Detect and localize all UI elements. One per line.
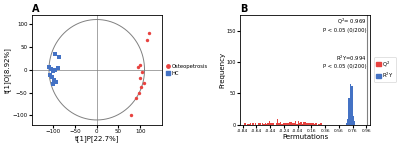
Point xyxy=(136,91,142,94)
Bar xyxy=(248,124,250,125)
Point xyxy=(135,66,141,69)
Bar xyxy=(296,124,298,125)
Bar xyxy=(318,124,320,125)
Bar xyxy=(273,123,274,125)
Point xyxy=(138,86,145,88)
Bar xyxy=(310,123,311,125)
Bar xyxy=(316,123,317,125)
Text: A: A xyxy=(32,4,39,14)
Bar xyxy=(282,123,284,125)
Legend: Q$^2$, R$^2$Y: Q$^2$, R$^2$Y xyxy=(374,57,396,82)
Bar xyxy=(306,123,307,125)
Y-axis label: t[1]O[8.92%]: t[1]O[8.92%] xyxy=(4,47,11,93)
Point xyxy=(144,39,150,41)
Bar xyxy=(259,123,261,125)
Bar xyxy=(348,98,350,125)
Bar xyxy=(278,123,280,125)
Bar xyxy=(302,124,303,125)
Bar xyxy=(268,123,269,125)
X-axis label: t[1]P[22.7%]: t[1]P[22.7%] xyxy=(74,135,119,142)
Point xyxy=(50,83,56,86)
Bar xyxy=(303,122,304,125)
Bar xyxy=(300,122,302,125)
Bar xyxy=(292,123,294,125)
Point xyxy=(139,71,146,73)
Bar xyxy=(320,123,321,125)
Bar xyxy=(287,123,288,125)
Point xyxy=(53,81,59,83)
Y-axis label: Frequency: Frequency xyxy=(219,52,225,88)
Bar xyxy=(250,123,251,125)
Bar xyxy=(277,119,278,125)
Bar xyxy=(263,124,265,125)
Bar xyxy=(347,119,348,125)
Bar xyxy=(350,84,351,125)
Bar xyxy=(280,122,281,125)
Bar xyxy=(276,123,277,125)
Bar xyxy=(270,123,272,125)
Bar xyxy=(265,123,266,125)
Point xyxy=(128,114,135,117)
Bar xyxy=(247,124,248,125)
Point xyxy=(137,77,143,79)
Point xyxy=(140,81,147,84)
Bar xyxy=(298,121,299,125)
Bar xyxy=(285,123,287,125)
Bar xyxy=(313,123,314,125)
Bar xyxy=(290,122,291,125)
Bar xyxy=(351,86,352,125)
Bar xyxy=(309,123,310,125)
Text: Q$^2$= 0.969
P < 0.05 (0/200): Q$^2$= 0.969 P < 0.05 (0/200) xyxy=(323,17,366,33)
Point xyxy=(146,32,152,34)
Bar xyxy=(294,123,295,125)
Bar xyxy=(299,123,300,125)
Bar xyxy=(352,116,354,125)
Point xyxy=(51,79,57,81)
Point xyxy=(55,56,62,58)
Bar xyxy=(304,122,306,125)
Point xyxy=(46,66,52,69)
Point xyxy=(133,97,139,99)
Bar xyxy=(321,123,322,125)
Bar xyxy=(346,123,347,125)
Bar xyxy=(307,123,309,125)
Point xyxy=(48,68,54,70)
Point xyxy=(49,76,55,79)
Bar xyxy=(255,123,256,125)
Bar xyxy=(258,123,259,125)
Bar xyxy=(281,124,282,125)
Point xyxy=(54,67,61,69)
Bar xyxy=(354,121,355,125)
X-axis label: Permutations: Permutations xyxy=(282,134,328,140)
Point xyxy=(137,64,143,66)
Legend: Osteopetrosis, HC: Osteopetrosis, HC xyxy=(166,64,208,75)
Bar xyxy=(311,123,313,125)
Bar xyxy=(269,121,270,125)
Bar xyxy=(272,123,273,125)
Bar xyxy=(288,123,290,125)
Point xyxy=(52,69,59,71)
Bar xyxy=(266,124,268,125)
Bar xyxy=(252,123,254,125)
Point xyxy=(50,69,56,72)
Text: R$^2$Y=0.994
P < 0.05 (0/200): R$^2$Y=0.994 P < 0.05 (0/200) xyxy=(323,53,366,69)
Bar xyxy=(284,123,285,125)
Point xyxy=(47,74,53,76)
Bar xyxy=(262,123,263,125)
Bar xyxy=(314,124,316,125)
Bar xyxy=(244,123,246,125)
Bar xyxy=(291,122,292,125)
Bar xyxy=(295,121,296,125)
Point xyxy=(52,53,59,55)
Text: B: B xyxy=(240,4,248,14)
